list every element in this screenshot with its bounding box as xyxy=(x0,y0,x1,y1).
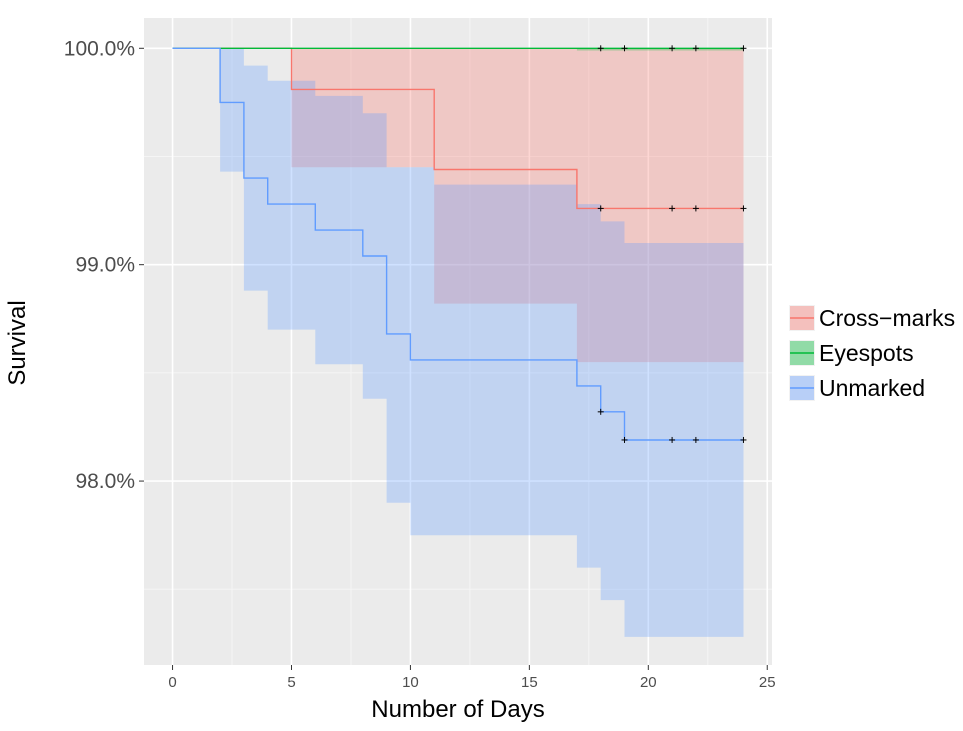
unmarked-censor-mark xyxy=(740,436,747,443)
plot-panel xyxy=(144,18,772,665)
x-axis-ticks: 0 5 10 15 20 25 xyxy=(168,665,776,691)
legend-item-cross-marks: Cross−marks xyxy=(789,305,955,331)
unmarked-confidence-band xyxy=(220,48,744,637)
x-tick-label: 15 xyxy=(521,674,538,691)
legend: Cross−marks Eyespots Unmarked xyxy=(789,305,955,401)
x-tick-label: 20 xyxy=(640,674,657,691)
cross-marks-survival-line xyxy=(172,47,744,210)
cross-marks-censor-mark xyxy=(692,205,699,212)
legend-item-unmarked: Unmarked xyxy=(789,375,925,401)
unmarked-survival-line xyxy=(172,47,744,441)
legend-label-cross-marks: Cross−marks xyxy=(819,305,955,331)
y-tick-label: 99.0% xyxy=(75,254,135,277)
legend-label-unmarked: Unmarked xyxy=(819,375,925,401)
eyespots-censor-mark xyxy=(740,45,747,52)
eyespots-censor-mark xyxy=(669,45,676,52)
x-tick-label: 25 xyxy=(759,674,776,691)
x-axis-title: Number of Days xyxy=(371,696,544,723)
eyespots-censor-mark xyxy=(621,45,628,52)
legend-label-eyespots: Eyespots xyxy=(819,340,914,366)
unmarked-censor-mark xyxy=(692,436,699,443)
censor-marks xyxy=(597,45,747,443)
unmarked-censor-mark xyxy=(597,408,604,415)
unmarked-censor-mark xyxy=(669,436,676,443)
x-tick-label: 0 xyxy=(168,674,176,691)
cross-marks-censor-mark xyxy=(669,205,676,212)
x-tick-label: 10 xyxy=(402,674,419,691)
y-axis-ticks: 98.0% 99.0% 100.0% xyxy=(64,37,144,493)
cross-marks-censor-mark xyxy=(740,205,747,212)
y-axis-title: Survival xyxy=(4,300,31,385)
eyespots-censor-mark xyxy=(597,45,604,52)
minor-gridlines xyxy=(144,18,772,665)
eyespots-censor-mark xyxy=(692,45,699,52)
cross-marks-censor-mark xyxy=(597,205,604,212)
x-tick-label: 5 xyxy=(287,674,295,691)
survival-curves xyxy=(172,47,744,441)
cross-marks-confidence-band xyxy=(291,48,744,363)
y-tick-label: 98.0% xyxy=(75,470,135,493)
unmarked-censor-mark xyxy=(621,436,628,443)
y-tick-label: 100.0% xyxy=(64,37,135,60)
legend-item-eyespots: Eyespots xyxy=(789,340,914,366)
